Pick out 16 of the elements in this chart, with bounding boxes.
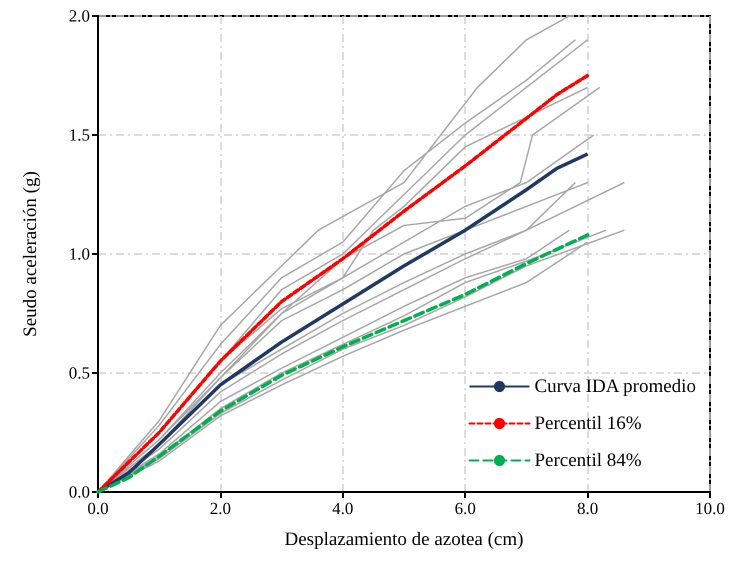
x-axis-title: Desplazamiento de azotea (cm) [284,529,524,550]
y-tick-label: 0.5 [68,364,90,382]
x-tick-label: 6.0 [454,499,476,518]
x-tick-label: 8.0 [576,499,598,518]
y-tick-label: 2.0 [68,6,90,26]
x-tick-label: 2.0 [210,499,232,518]
x-tick-label: 10.0 [695,499,725,518]
y-tick-label: 1.5 [68,126,90,144]
y-axis-title: Seudo aceleración (g) [20,171,41,337]
x-tick-label: 4.0 [332,499,354,518]
y-tick-label: 0.0 [68,482,90,502]
legend-label: Percentil 16% [534,413,642,434]
legend-label: Curva IDA promedio [534,376,696,397]
x-tick-label: 0.0 [87,499,109,518]
y-tick-label: 1.0 [68,244,90,264]
legend-label: Percentil 84% [534,450,642,471]
